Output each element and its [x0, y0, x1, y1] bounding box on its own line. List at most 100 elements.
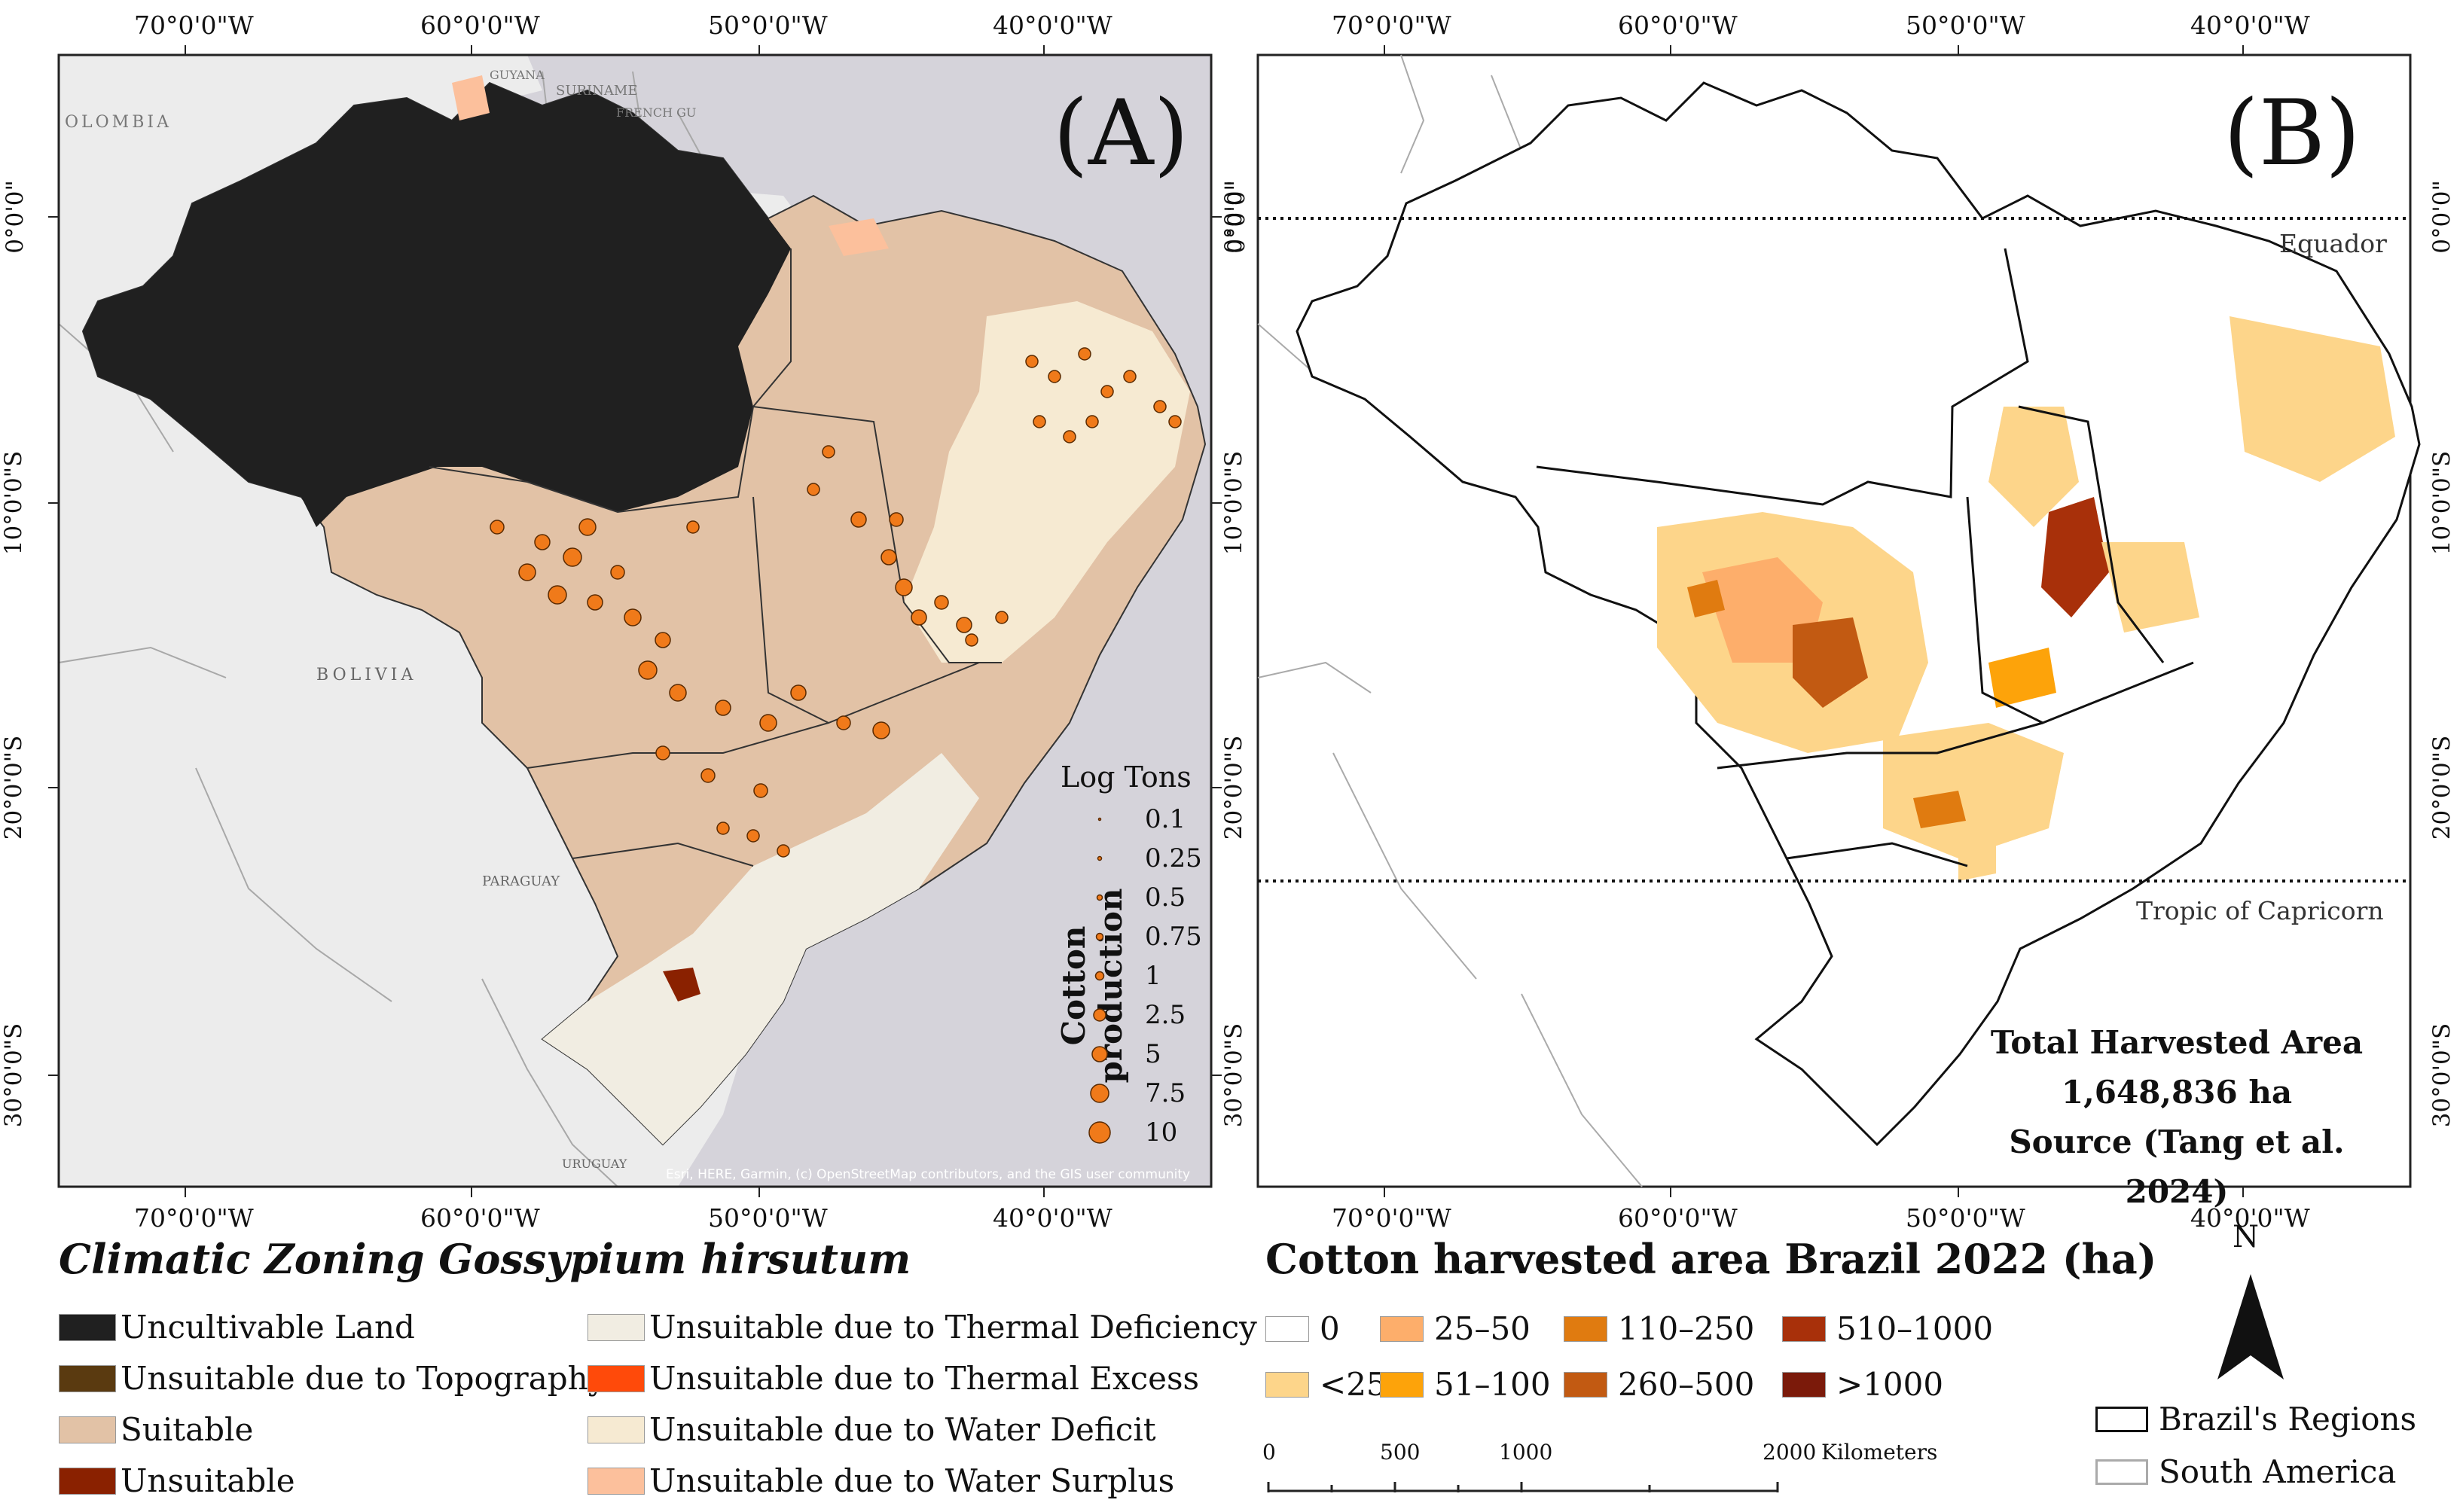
legend-swatch: [1265, 1371, 1309, 1398]
coord-bottom-a: 50°0'0"W: [708, 1203, 828, 1233]
legend-b-item: 25–50: [1380, 1310, 1531, 1347]
panel-a-map: [48, 45, 1222, 1197]
north-arrow-icon: [2217, 1274, 2284, 1379]
coord-top-b: 50°0'0"W: [1906, 11, 2025, 40]
coord-top-b: 60°0'0"W: [1618, 11, 1738, 40]
legend-swatch: [59, 1313, 116, 1341]
total-area-value: 1,648,836 ha: [2061, 1074, 2293, 1111]
coord-bottom-a: 40°0'0"W: [993, 1203, 1112, 1233]
coord-top-b: 40°0'0"W: [2190, 11, 2310, 40]
legend-swatch: [588, 1467, 645, 1495]
coord-top-b: 70°0'0"W: [1332, 11, 1451, 40]
size-legend-symbols: [1088, 817, 1111, 1144]
attribution-text: Esri, HERE, Garmin, (c) OpenStreetMap co…: [666, 1167, 1191, 1182]
legend-a-item: Suitable: [59, 1411, 253, 1448]
scale-tick: 0: [1262, 1440, 1276, 1465]
legend-swatch: [1564, 1371, 1607, 1398]
tropic-label: Tropic of Capricorn: [2136, 896, 2384, 925]
legend-swatch: [59, 1364, 116, 1392]
coord-left-b: 30°0'0"S: [1220, 1023, 1247, 1128]
country-uruguay: URUGUAY: [562, 1157, 627, 1171]
coord-right-b: 10°0'0"S: [2428, 450, 2455, 556]
legend-b-item: 510–1000: [1782, 1310, 1993, 1347]
legend-b-title: Cotton harvested area Brazil 2022 (ha): [1265, 1235, 2157, 1283]
size-legend-value: 0.25: [1145, 843, 1202, 873]
legend-a-item: Unsuitable due to Thermal Deficiency: [588, 1309, 1257, 1346]
coord-left-b: 20°0'0"S: [1220, 735, 1247, 840]
size-legend-value: 10: [1145, 1117, 1178, 1148]
legend-swatch: [588, 1313, 645, 1341]
legend-a-item: Unsuitable due to Water Surplus: [588, 1462, 1174, 1499]
size-legend-value: 1: [1145, 961, 1161, 991]
coord-left-a: 0°0'0": [2, 180, 29, 254]
legend-swatch: [1782, 1315, 1826, 1342]
legend-b-item: 260–500: [1564, 1366, 1754, 1403]
total-area-source: Source (Tang et al. 2024): [2009, 1123, 2345, 1210]
coord-bottom-a: 70°0'0"W: [134, 1203, 254, 1233]
country-guyana: GUYANA: [490, 68, 545, 82]
legend-swatch: [1380, 1315, 1424, 1342]
size-legend-value: 2.5: [1145, 1000, 1186, 1030]
total-area-title: Total Harvested Area: [1990, 1024, 2364, 1061]
coord-left-a: 20°0'0"S: [0, 735, 27, 840]
size-legend-value: 0.1: [1145, 804, 1186, 834]
country-paraguay: PARAGUAY: [482, 873, 560, 889]
coord-bottom-b: 70°0'0"W: [1332, 1203, 1451, 1233]
coord-right-b: 30°0'0"S: [2428, 1023, 2455, 1128]
legend-swatch: [1564, 1315, 1607, 1342]
scale-unit: Kilometers: [1821, 1440, 1938, 1465]
coord-top-a: 40°0'0"W: [993, 11, 1112, 40]
legend-a-item: Unsuitable due to Topography: [59, 1360, 606, 1397]
coord-right-b: 0°0'0": [2428, 180, 2455, 254]
legend-b-item: >1000: [1782, 1366, 1943, 1403]
legend-a-item: Uncultivable Land: [59, 1309, 415, 1346]
panel-b-map: [1256, 45, 2421, 1197]
region-legend-south-america: South America: [2095, 1453, 2396, 1490]
legend-b-item: <25: [1265, 1366, 1387, 1403]
panel-b-label: (B): [2223, 81, 2361, 186]
country-bolivia: BOLIVIA: [316, 666, 417, 684]
country-colombia: OLOMBIA: [65, 113, 172, 132]
coord-bottom-b: 60°0'0"W: [1618, 1203, 1738, 1233]
scale-tick: 500: [1380, 1440, 1421, 1465]
legend-swatch: [588, 1416, 645, 1443]
coord-left-a: 10°0'0"S: [0, 450, 27, 556]
total-area-box: Total Harvested Area 1,648,836 ha Source…: [1958, 1018, 2395, 1217]
coord-bottom-b: 40°0'0"W: [2190, 1203, 2310, 1233]
size-legend-value: 0.75: [1145, 922, 1202, 952]
legend-swatch: [2095, 1406, 2148, 1432]
legend-b-item: 51–100: [1380, 1366, 1551, 1403]
coord-top-a: 70°0'0"W: [134, 11, 254, 40]
legend-a-item: Unsuitable due to Water Deficit: [588, 1411, 1156, 1448]
coord-top-a: 60°0'0"W: [420, 11, 540, 40]
production-dots: [490, 347, 1182, 858]
coord-bottom-a: 60°0'0"W: [420, 1203, 540, 1233]
coord-left-a: 30°0'0"S: [0, 1023, 27, 1128]
size-legend-value: 0.5: [1145, 883, 1186, 913]
equator-label: Equador: [2279, 229, 2387, 258]
legend-a-item: Unsuitable: [59, 1462, 295, 1499]
scale-bar: [1267, 1482, 1779, 1492]
country-french-guiana: FRENCH GU: [616, 105, 697, 120]
north-label: N: [2233, 1220, 2259, 1254]
legend-a-title: Climatic Zoning Gossypium hirsutum: [59, 1235, 911, 1283]
legend-swatch: [59, 1416, 116, 1443]
scale-tick: 1000: [1499, 1440, 1553, 1465]
size-legend-title: Log Tons: [1061, 761, 1192, 794]
coord-left-b: 10°0'0"S: [1220, 450, 1247, 556]
panel-a-label: (A): [1053, 81, 1189, 186]
size-legend-value: 7.5: [1145, 1078, 1186, 1108]
legend-b-item: 110–250: [1564, 1310, 1754, 1347]
country-suriname: SURINAME: [556, 83, 638, 99]
size-legend-value: 5: [1145, 1039, 1161, 1069]
legend-b-item: 0: [1265, 1310, 1340, 1347]
coord-left-b: 0°0'0": [1220, 180, 1247, 254]
coord-top-a: 50°0'0"W: [708, 11, 828, 40]
legend-swatch: [1265, 1315, 1309, 1342]
legend-swatch: [1782, 1371, 1826, 1398]
scale-tick: 2000: [1763, 1440, 1817, 1465]
legend-a-item: Unsuitable due to Thermal Excess: [588, 1360, 1199, 1397]
coord-right-b: 20°0'0"S: [2428, 735, 2455, 840]
legend-swatch: [588, 1364, 645, 1392]
coord-bottom-b: 50°0'0"W: [1906, 1203, 2025, 1233]
